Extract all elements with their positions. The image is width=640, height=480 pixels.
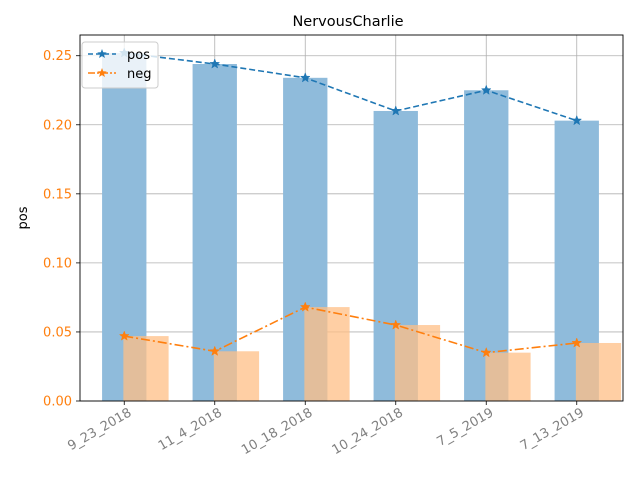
point-neg (118, 330, 130, 341)
plot-frame (79, 34, 624, 402)
y-axis-label: pos (16, 206, 31, 229)
point-neg (299, 301, 311, 312)
bar-neg (485, 352, 531, 401)
legend-marker-neg (97, 68, 107, 78)
bar-neg (304, 307, 350, 401)
point-neg (390, 319, 402, 330)
legend-label-pos: pos (127, 48, 150, 63)
point-pos (209, 58, 221, 69)
bar-neg (394, 325, 441, 401)
series-line-pos (124, 52, 578, 122)
bar-neg (575, 342, 622, 401)
point-pos (299, 72, 311, 83)
point-neg (209, 345, 221, 356)
legend-marker-pos (97, 49, 107, 59)
y-tick-label: 0.00 (43, 395, 72, 410)
legend: pos neg (81, 41, 159, 89)
y-tick-label: 0.15 (43, 187, 72, 202)
point-pos (480, 84, 492, 95)
chart-title: NervousCharlie (292, 14, 403, 30)
point-pos (390, 105, 402, 116)
y-tick-label: 0.10 (43, 256, 72, 271)
y-tick-label: 0.20 (43, 118, 72, 133)
y-tick-label: 0.25 (43, 49, 72, 64)
point-pos (571, 114, 583, 126)
y-tick-label: 0.05 (43, 325, 72, 340)
legend-label-neg: neg (127, 67, 152, 82)
series-line-neg (124, 306, 577, 354)
bar-neg (123, 336, 169, 401)
bar-neg (213, 351, 260, 401)
point-neg (480, 346, 492, 358)
point-neg (571, 337, 583, 348)
